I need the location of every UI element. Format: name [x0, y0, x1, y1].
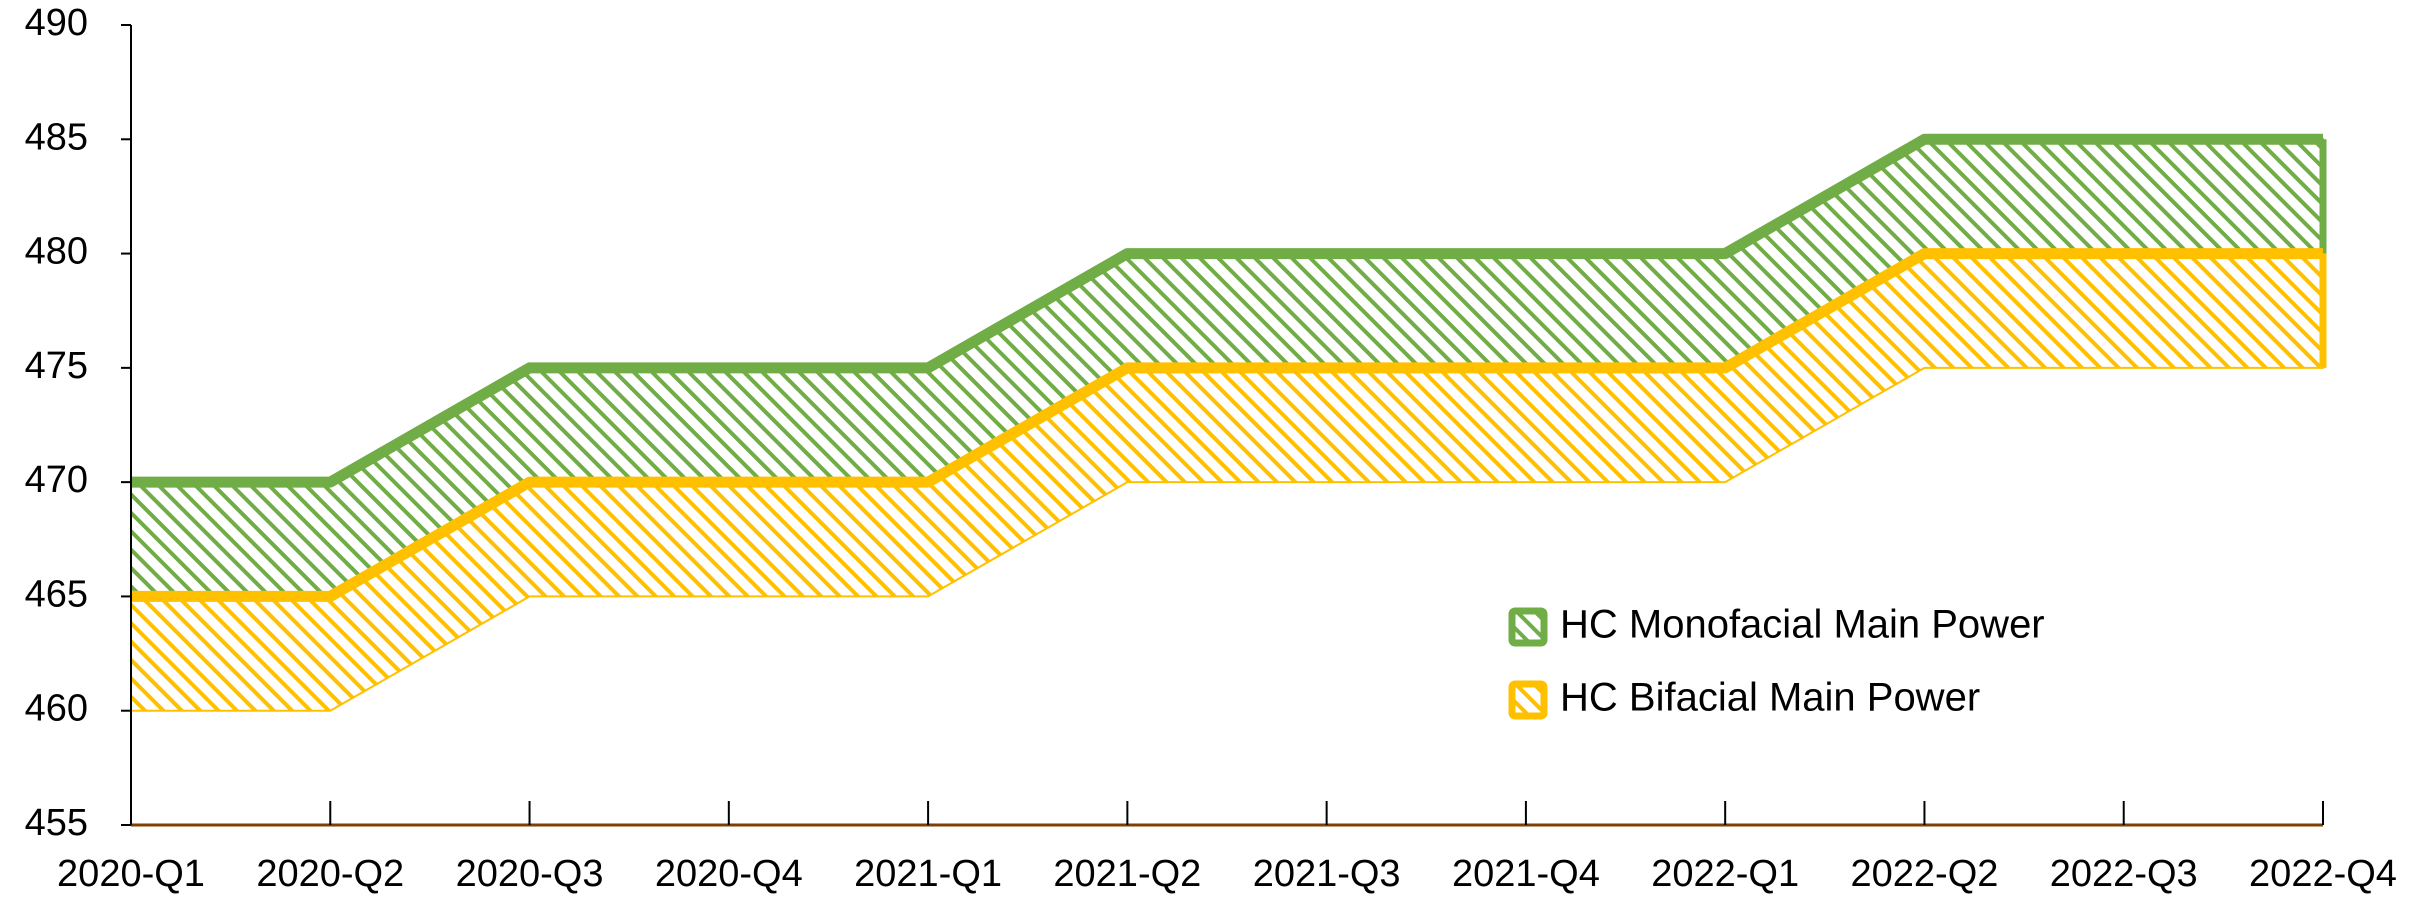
x-tick-label: 2020-Q3 — [456, 853, 604, 895]
legend-swatch — [1508, 607, 1548, 647]
y-tick-label: 480 — [25, 231, 88, 273]
x-tick-label: 2020-Q1 — [57, 853, 205, 895]
y-tick-label: 465 — [25, 573, 88, 615]
x-tick-label: 2021-Q2 — [1053, 853, 1201, 895]
y-tick-label: 470 — [25, 459, 88, 501]
x-tick-label: 2020-Q2 — [256, 853, 404, 895]
x-tick-label: 2022-Q1 — [1651, 853, 1799, 895]
x-tick-label: 2022-Q4 — [2249, 853, 2397, 895]
y-tick-label: 485 — [25, 116, 88, 158]
band-top-line — [131, 248, 2323, 602]
y-tick-label: 490 — [25, 2, 88, 44]
legend: HC Monofacial Main Power HC Bifacial Main… — [1508, 603, 2045, 720]
x-tick-label: 2021-Q4 — [1452, 853, 1600, 895]
x-tick-label: 2021-Q3 — [1253, 853, 1401, 895]
x-tick-label: 2020-Q4 — [655, 853, 803, 895]
y-tick-label: 460 — [25, 688, 88, 730]
x-tick-label: 2022-Q2 — [1851, 853, 1999, 895]
y-tick-label: 475 — [25, 345, 88, 387]
legend-label: HC Monofacial Main Power — [1560, 603, 2045, 647]
x-tick-label: 2021-Q1 — [854, 853, 1002, 895]
x-tick-label: 2022-Q3 — [2050, 853, 2198, 895]
legend-label: HC Bifacial Main Power — [1560, 676, 1980, 720]
y-tick-label: 455 — [25, 802, 88, 844]
legend-swatch — [1508, 680, 1548, 720]
band-top-line — [131, 133, 2323, 488]
